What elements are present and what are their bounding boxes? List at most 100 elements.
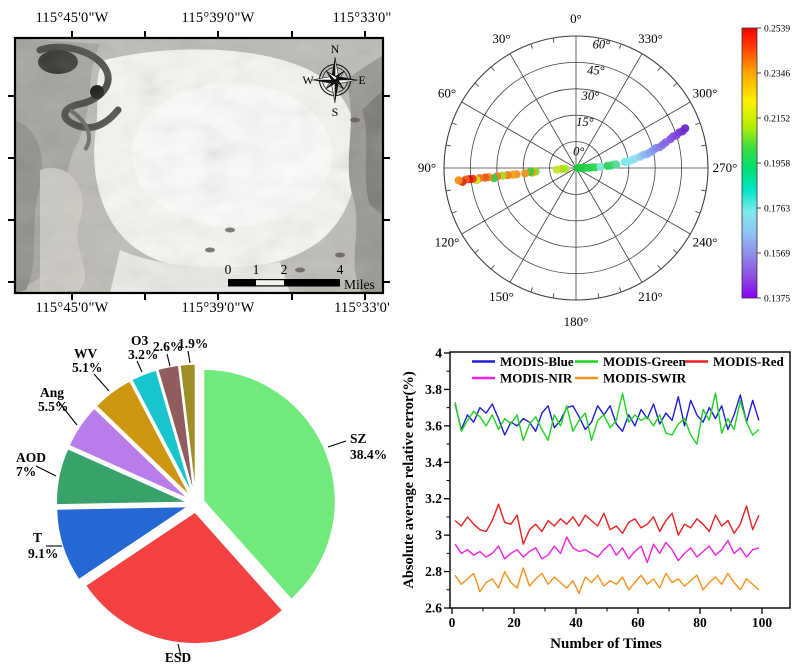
pie-leader-line [327,440,347,448]
pie-slice-name-label: T [33,530,42,545]
pie-slice-pct-label: 38.4% [350,447,387,462]
pie-slice-pct-label: 5.5% [38,399,68,414]
y-tick-label: 4 [435,346,442,361]
compass-north-label: N [331,42,340,56]
polar-minor-tick [445,189,451,192]
polar-azimuth-label: 60° [438,86,456,101]
map-longitude-label-top-center: 115°39'0"W [181,10,255,26]
legend-label: MODIS-Blue [500,354,574,369]
x-tick-label: 0 [449,615,456,630]
polar-minor-tick [451,122,457,125]
x-tick-label: 20 [507,615,521,630]
compass-rose: N S W E [302,42,365,119]
polar-spoke [575,53,643,169]
y-tick-label: 3.8 [425,382,442,397]
pie-leader-line [177,643,182,657]
polar-azimuth-label: 30° [492,31,510,46]
pie-leader-line [57,400,78,426]
x-tick-label: 100 [752,615,773,630]
polar-minor-tick [474,249,479,254]
polar-minor-tick [474,82,479,87]
polar-azimuth-label: 330° [638,31,663,46]
polar-minor-tick [619,287,622,293]
x-tick-label: 40 [569,615,583,630]
map-longitude-label-bottom-left: 115°45'0"W [35,300,109,316]
colorbar-tick-label: 0.2152 [764,115,790,125]
pie-slice-o3 [130,368,194,497]
compass-point-dark [330,57,335,80]
polar-plot-panel: 0° 30° 60° 90° 120° 150° 180° 210° 240° 270° 300° 3… [418,11,790,329]
polar-minor-tick [695,211,701,214]
polar-scatter-point [596,162,605,171]
polar-spoke [461,101,577,169]
polar-minor-tick [695,122,701,125]
pie-slice-pct-label: 7% [16,464,36,479]
map-longitude-label-bottom-right: 115°33'0' [334,300,390,316]
pie-slice-pct-label: 3.2% [128,347,158,362]
colorbar-tick-label: 0.1763 [764,205,790,215]
polar-radial-label: 60° [593,38,611,52]
polar-minor-tick [673,249,678,254]
legend-label: MODIS-Red [713,354,785,369]
map-frame [13,36,385,295]
polar-minor-tick [552,37,555,43]
y-tick-label: 3.4 [425,455,442,470]
legend-label: MODIS-Green [603,354,687,369]
polar-minor-tick [657,66,662,71]
polar-azimuth-label: 210° [638,289,663,304]
polar-azimuth-label: 90° [418,160,436,175]
colorbar-tick-label: 0.2346 [764,70,790,80]
polar-grid [443,35,709,301]
polar-azimuth-label: 270° [713,160,738,175]
pie-slice-name-label: O3 [131,333,149,348]
polar-azimuth-label: 150° [489,289,514,304]
y-tick-label: 3 [435,528,442,543]
polar-spoke [575,167,643,283]
scale-bar-tick-label: 1 [253,262,260,277]
pie-slice-name-label: SZ [350,431,367,446]
scale-bar-tick-label: 0 [225,262,232,277]
pie-slice [178,363,197,497]
polar-minor-tick [530,43,533,49]
pie-slice-t [55,505,192,582]
map-longitude-label-top-left: 115°45'0"W [35,10,109,26]
polar-radial-label: 0° [573,144,584,158]
pie-slice-pct-label: 9.1% [28,546,58,561]
polar-minor-tick [701,144,707,147]
x-axis-title: Number of Times [550,636,662,652]
y-tick-label: 3.6 [425,418,442,433]
colorbar-tick-label: 0.1569 [764,250,790,260]
polar-minor-tick [701,189,707,192]
legend-label: MODIS-SWIR [603,371,687,386]
compass-south-label: S [332,105,339,119]
pie-slice-wv [94,379,192,499]
x-tick-label: 80 [693,615,707,630]
compass-west-label: W [302,73,314,87]
pie-leader-line [136,360,143,373]
series-line-modis-green [454,392,760,445]
line-plot-frame [449,351,791,609]
polar-scatter-point [681,124,690,133]
polar-minor-tick [490,66,495,71]
y-tick-label: 3.2 [425,491,442,506]
series-line-modis-nir [454,536,760,564]
pie-slice-sz [202,368,337,601]
polar-minor-tick [597,293,600,299]
pie-leader-line [35,465,57,477]
polar-scatter-point [521,169,530,178]
pie-leader-line [166,353,171,367]
polar-scatter-points [454,124,690,186]
polar-spoke [509,53,577,169]
series-line-modis-swir [454,567,760,595]
pie-slice-name-label: AOD [16,450,46,465]
polar-minor-tick [530,287,533,293]
polar-azimuth-label: 180° [564,314,589,329]
compass-point-dark [325,70,335,83]
scale-bar-tick-label: 2 [281,262,288,277]
map-longitude-label-bottom-center: 115°39'0"W [181,300,255,316]
series-line-modis-blue [454,394,760,436]
